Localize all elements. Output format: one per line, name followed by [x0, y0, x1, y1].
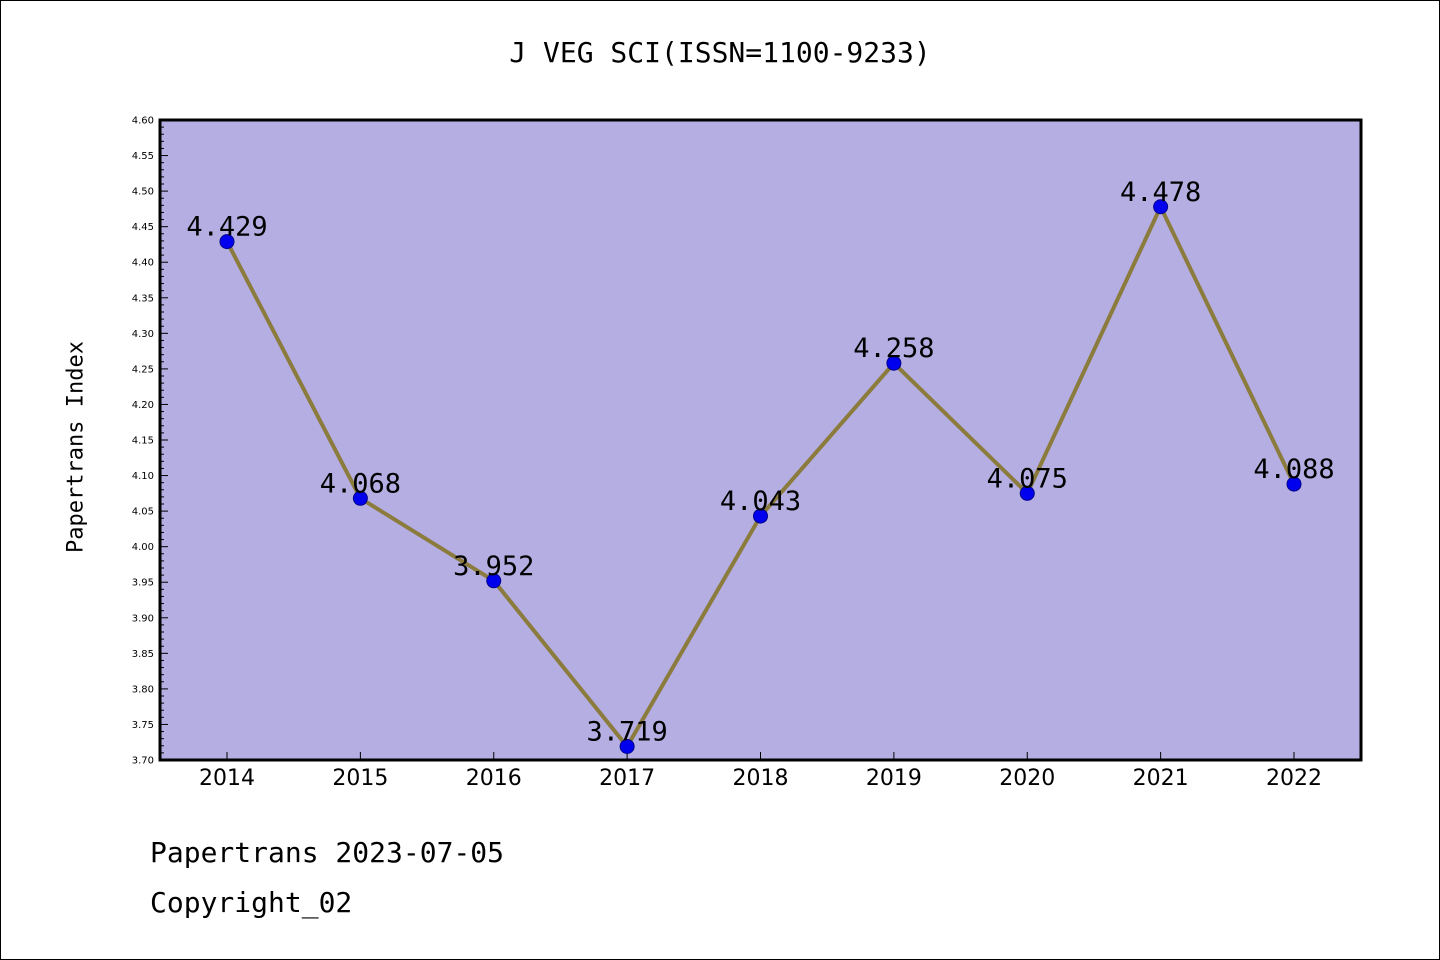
- y-tick-label: 4.40: [132, 258, 154, 269]
- y-tick-label: 3.75: [132, 720, 154, 731]
- plot-border: [158, 118, 1363, 762]
- chart-title: J VEG SCI(ISSN=1100-9233): [509, 36, 931, 69]
- data-label: 4.088: [1253, 454, 1334, 485]
- y-tick-label: 4.45: [132, 222, 154, 233]
- data-point: [1019, 485, 1035, 501]
- y-tick-label: 4.30: [132, 329, 154, 340]
- x-tick-label: 2020: [999, 766, 1055, 791]
- y-tick-label: 4.05: [132, 507, 154, 518]
- y-tick-label: 4.15: [132, 436, 154, 447]
- y-tick-label: 3.90: [132, 613, 154, 624]
- y-tick-label: 4.60: [132, 116, 154, 127]
- x-tick-label: 2017: [599, 766, 655, 791]
- y-tick-label: 4.50: [132, 187, 154, 198]
- x-tick-label: 2014: [199, 766, 255, 791]
- data-label: 4.068: [320, 468, 401, 499]
- data-label: 4.043: [720, 486, 801, 517]
- data-point: [619, 738, 635, 754]
- data-point: [486, 573, 502, 589]
- y-tick-label: 4.25: [132, 364, 154, 375]
- data-label: 3.952: [453, 551, 534, 582]
- y-tick-label: 4.20: [132, 400, 154, 411]
- data-label: 4.075: [987, 463, 1068, 494]
- data-point: [886, 355, 902, 371]
- data-point: [753, 508, 768, 524]
- data-labels: 4.429 4.068 3.952 3.719 4.043 4.258 4.075 4.478…: [186, 177, 1334, 748]
- y-tick-label: 4.10: [132, 471, 154, 482]
- data-label: 4.429: [186, 212, 267, 243]
- data-point: [1286, 476, 1302, 492]
- series: [219, 199, 1302, 754]
- y-tick-label: 4.00: [132, 542, 154, 553]
- x-tick-label: 2015: [332, 766, 388, 791]
- x-axis-ticks: 2014 2015 2016 2017 2018 2019 2020 2021 2022: [199, 752, 1322, 791]
- x-tick-label: 2018: [733, 766, 789, 791]
- y-tick-label: 4.35: [132, 293, 154, 304]
- x-tick-label: 2016: [466, 766, 522, 791]
- x-tick-label: 2021: [1133, 766, 1189, 791]
- data-point: [352, 490, 368, 506]
- data-label: 4.258: [853, 333, 934, 364]
- y-tick-label: 4.55: [132, 151, 154, 162]
- plot-area: [160, 120, 1361, 760]
- y-tick-label: 3.85: [132, 649, 154, 660]
- x-tick-label: 2019: [866, 766, 922, 791]
- data-label: 4.478: [1120, 177, 1201, 208]
- y-tick-label: 3.70: [132, 756, 154, 767]
- y-tick-label: 3.80: [132, 684, 154, 695]
- footer-copyright: Copyright_02: [150, 886, 353, 919]
- data-point: [1153, 199, 1169, 215]
- y-tick-label: 3.95: [132, 578, 154, 589]
- data-label: 3.719: [586, 716, 667, 747]
- data-point: [219, 234, 235, 250]
- x-tick-label: 2022: [1266, 766, 1322, 791]
- footer-date: Papertrans 2023-07-05: [150, 836, 505, 869]
